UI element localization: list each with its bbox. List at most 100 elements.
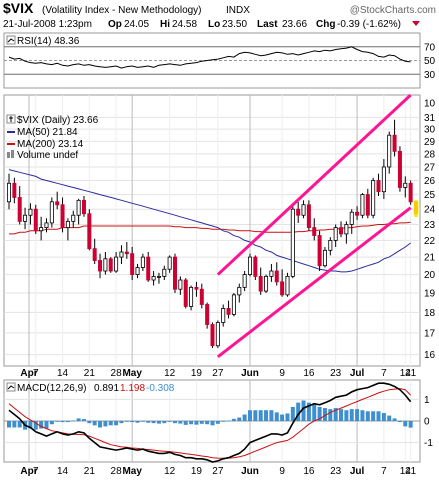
price-tick-label: 24	[424, 205, 436, 216]
histogram-bar	[55, 421, 60, 422]
candle	[39, 216, 44, 241]
rsi-tick-label: 50	[424, 56, 436, 67]
candle	[215, 320, 220, 348]
histogram-bar	[306, 402, 311, 421]
candle-body	[130, 253, 135, 275]
candle	[76, 198, 81, 225]
histogram-bar	[290, 406, 295, 421]
rsi-legend-box	[6, 35, 16, 45]
price-frame	[3, 94, 421, 367]
candle-body	[237, 286, 242, 296]
histogram-bar	[124, 421, 129, 422]
candle	[306, 200, 311, 231]
candle	[322, 246, 327, 268]
macd-x-tick-label: 21	[84, 466, 96, 477]
histogram-bar	[92, 421, 97, 426]
candle	[296, 201, 301, 223]
candle	[221, 304, 226, 327]
candle-body	[17, 197, 22, 222]
histogram-bar	[28, 421, 33, 429]
macd-histogram	[7, 400, 413, 430]
candle	[349, 209, 354, 234]
candle-body	[296, 208, 301, 216]
candle	[226, 300, 231, 319]
candle-body	[71, 214, 76, 222]
candle-body	[167, 256, 172, 270]
candle-icon	[9, 116, 13, 122]
histogram-bar	[60, 421, 65, 423]
histogram-bar	[333, 408, 338, 421]
histogram-bar	[387, 415, 392, 421]
macd-tick-label: 1	[424, 395, 430, 406]
candle	[344, 221, 349, 244]
candle-body	[397, 150, 402, 188]
macd-x-tick-label: 12	[164, 466, 176, 477]
candle	[242, 271, 247, 292]
histogram-bar	[71, 420, 76, 422]
candle	[33, 204, 38, 234]
candle-body	[333, 227, 338, 241]
candle	[258, 267, 263, 295]
histogram-bar	[322, 408, 327, 421]
ma50-legend: MA(50) 21.84	[17, 127, 78, 138]
open-value: 24.05	[124, 19, 149, 30]
histogram-bar	[151, 421, 156, 424]
high-value: 24.58	[172, 19, 197, 30]
exchange-label: INDX	[226, 5, 250, 16]
histogram-bar	[285, 413, 290, 421]
histogram-bar	[269, 410, 274, 421]
macd-x-tick-label: 28	[111, 466, 123, 477]
candle	[178, 276, 183, 295]
rsi-tick-label: 70	[424, 42, 436, 53]
price-tick-label: 18	[424, 308, 436, 319]
candle	[408, 180, 413, 205]
histogram-bar	[258, 410, 263, 421]
histogram-bar	[344, 410, 349, 421]
price-tick-label: 20	[424, 270, 436, 281]
histogram-bar	[221, 421, 226, 422]
candle-body	[178, 279, 183, 290]
candle-body	[44, 222, 49, 228]
candle-body	[205, 304, 210, 325]
candle	[210, 322, 215, 348]
candle	[274, 262, 279, 286]
upper-trendline	[216, 93, 412, 276]
histogram-bar	[312, 403, 317, 421]
candle	[290, 206, 295, 279]
candle-body	[156, 275, 161, 278]
candle	[162, 265, 167, 281]
candle	[194, 281, 199, 297]
candle	[381, 159, 386, 199]
macd-legend-value: 0.891	[94, 383, 119, 394]
candle	[301, 200, 306, 219]
histogram-legend-value: -0.308	[146, 383, 175, 394]
candle	[71, 210, 76, 228]
candle	[87, 209, 92, 251]
line-icon	[7, 385, 15, 390]
last-value: 23.66	[282, 19, 307, 30]
histogram-bar	[183, 421, 188, 425]
histogram-bar	[247, 410, 252, 421]
candle	[312, 218, 317, 241]
index-name: (Volatility Index - New Methodology)	[42, 5, 202, 16]
candle	[55, 191, 60, 210]
candle-body	[253, 256, 258, 277]
candle-body	[76, 199, 81, 216]
candle-body	[114, 256, 119, 272]
ma200-legend: MA(200) 23.14	[17, 139, 84, 150]
symbol-title: $VIX	[3, 0, 34, 16]
candle-body	[381, 166, 386, 193]
macd-x-tick-label: 19	[191, 466, 203, 477]
price-tick-label: 22	[424, 236, 436, 247]
candle	[183, 278, 188, 309]
price-tick-label: 25	[424, 190, 436, 201]
candle-body	[124, 251, 129, 255]
candle	[135, 263, 140, 279]
candle	[328, 237, 333, 256]
macd-legend-label: MACD(12,26,9)	[17, 383, 86, 394]
candle	[403, 176, 408, 198]
candle-body	[387, 134, 392, 168]
histogram-bar	[130, 421, 135, 423]
candle	[285, 272, 290, 297]
